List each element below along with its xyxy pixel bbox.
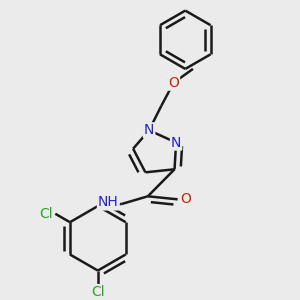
Text: NH: NH xyxy=(98,195,119,209)
Text: N: N xyxy=(144,123,154,137)
Text: O: O xyxy=(180,192,191,206)
Text: Cl: Cl xyxy=(91,285,105,299)
Text: O: O xyxy=(168,76,179,90)
Text: N: N xyxy=(171,136,181,150)
Text: Cl: Cl xyxy=(39,207,53,221)
